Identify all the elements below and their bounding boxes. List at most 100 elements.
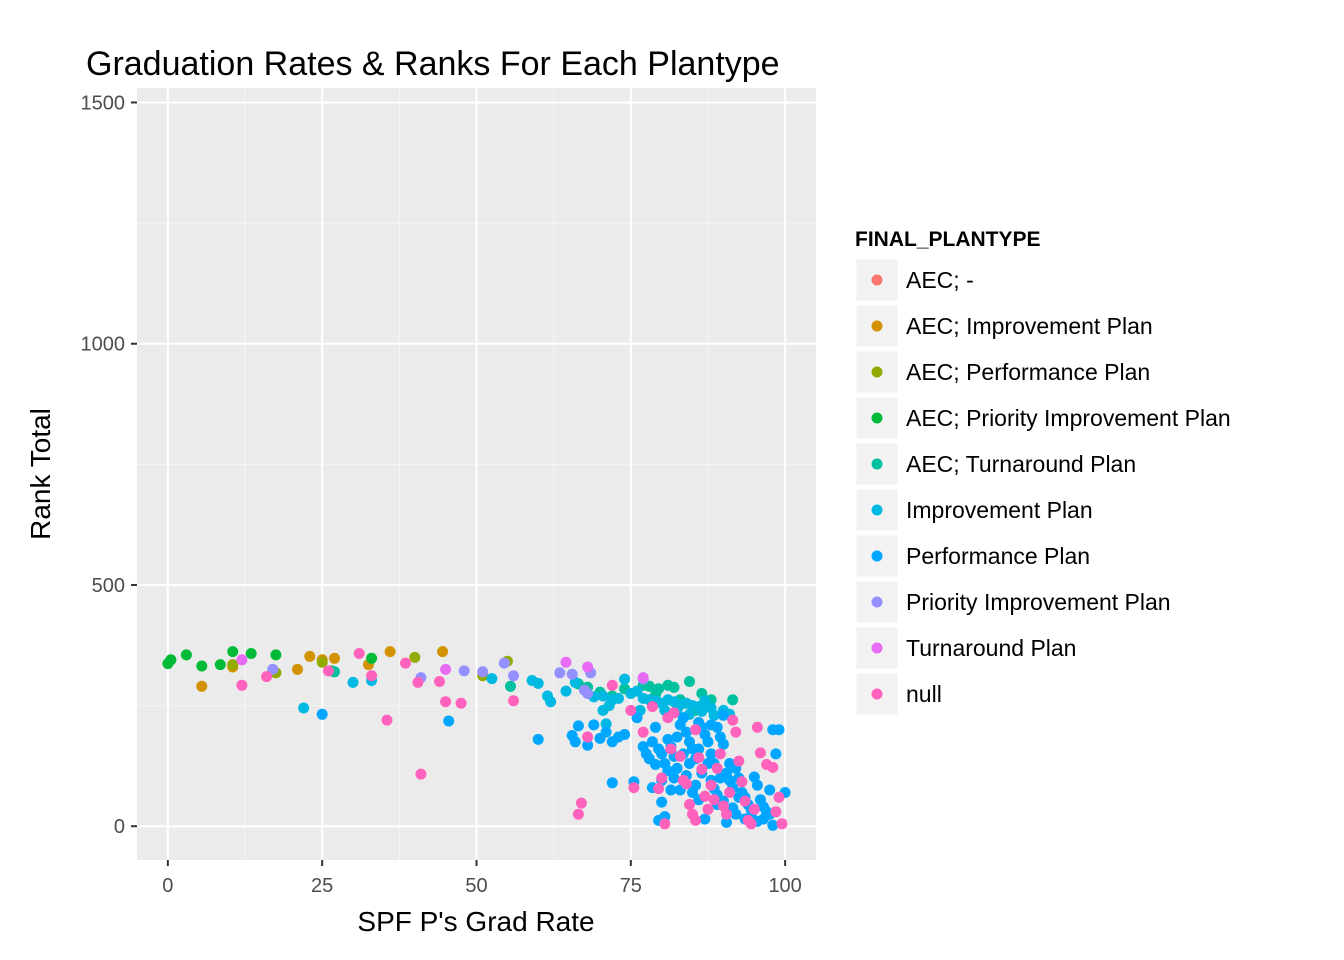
legend-label: Turnaround Plan	[906, 635, 1076, 661]
data-point	[236, 654, 248, 666]
data-point	[662, 765, 674, 777]
data-point	[656, 748, 668, 760]
legend-item: Improvement Plan	[855, 488, 1093, 532]
data-point	[699, 695, 711, 707]
data-point	[316, 708, 328, 720]
data-point	[572, 720, 584, 732]
data-point	[366, 652, 378, 664]
legend-title: FINAL_PLANTYPE	[855, 228, 1041, 251]
data-point	[400, 657, 411, 669]
data-point	[690, 724, 702, 736]
data-point	[770, 748, 782, 760]
data-point	[745, 818, 757, 830]
data-point	[646, 701, 658, 713]
y-tick-label: 500	[92, 575, 125, 597]
data-point	[409, 651, 421, 663]
data-point	[665, 743, 677, 755]
data-point	[298, 702, 310, 714]
legend: FINAL_PLANTYPE AEC; - AEC; Improvement Pl…	[855, 228, 1231, 716]
data-point	[751, 779, 763, 791]
data-point	[684, 758, 695, 769]
x-axis: 0 25 50 75 100	[162, 860, 802, 897]
data-point	[724, 787, 736, 798]
legend-label: AEC; Turnaround Plan	[906, 451, 1136, 477]
data-point	[597, 690, 609, 702]
y-axis: 0 500 1000 1500	[81, 92, 137, 838]
legend-item: Turnaround Plan	[855, 626, 1076, 670]
legend-item: AEC; Performance Plan	[855, 350, 1150, 394]
legend-label: Priority Improvement Plan	[906, 589, 1171, 615]
data-point	[572, 808, 584, 820]
data-point	[569, 736, 581, 748]
data-point	[656, 796, 668, 808]
data-point	[671, 731, 683, 743]
data-point	[582, 661, 594, 673]
data-point	[653, 783, 665, 795]
data-point	[711, 762, 723, 774]
data-point	[628, 782, 640, 794]
data-point	[316, 656, 328, 668]
data-point	[353, 648, 365, 659]
data-point	[440, 696, 452, 708]
legend-label: Improvement Plan	[906, 497, 1093, 523]
data-point	[381, 714, 393, 726]
data-point	[668, 681, 680, 693]
data-point	[597, 704, 609, 716]
legend-label: Performance Plan	[906, 543, 1090, 569]
data-point	[486, 673, 498, 685]
data-point	[687, 787, 698, 798]
data-point	[677, 712, 689, 724]
data-point	[693, 752, 705, 764]
data-point	[714, 748, 726, 760]
data-point	[384, 646, 396, 658]
data-point	[261, 671, 273, 683]
data-point	[721, 808, 732, 820]
data-point	[437, 646, 449, 658]
data-point	[619, 673, 631, 685]
x-tick-label: 0	[162, 875, 173, 897]
data-point	[693, 743, 705, 755]
data-point	[566, 668, 578, 680]
legend-swatch	[871, 688, 883, 700]
legend-item: AEC; Priority Improvement Plan	[855, 396, 1231, 440]
data-point	[699, 790, 711, 802]
data-point	[699, 813, 711, 825]
x-tick-label: 75	[620, 875, 642, 897]
data-point	[532, 733, 544, 745]
data-point	[582, 739, 594, 751]
data-point	[477, 666, 489, 678]
data-point	[455, 697, 467, 709]
data-point	[770, 806, 782, 818]
x-tick-label: 25	[311, 875, 333, 897]
data-point	[180, 649, 192, 661]
data-point	[236, 679, 248, 691]
data-point	[619, 729, 631, 740]
data-point	[575, 797, 587, 809]
data-point	[613, 692, 624, 704]
legend-label: AEC; Improvement Plan	[906, 313, 1153, 339]
legend-item: Priority Improvement Plan	[855, 580, 1171, 624]
data-point	[434, 676, 445, 687]
data-point	[631, 685, 643, 697]
data-point	[245, 648, 257, 659]
data-point	[767, 761, 779, 773]
legend-label: AEC; -	[906, 267, 974, 293]
data-point	[582, 688, 594, 699]
legend-item: AEC; Improvement Plan	[855, 304, 1153, 348]
legend-item: Performance Plan	[855, 534, 1090, 578]
data-point	[733, 755, 745, 767]
data-point	[717, 738, 729, 750]
data-point	[680, 778, 692, 790]
legend-swatch	[871, 642, 883, 654]
data-point	[505, 680, 516, 692]
data-point	[727, 694, 739, 706]
legend-swatch	[871, 366, 883, 378]
data-point	[165, 654, 177, 666]
data-point	[443, 715, 455, 727]
data-point	[292, 663, 303, 675]
data-points	[162, 646, 791, 831]
data-point	[702, 803, 714, 815]
data-point	[637, 726, 649, 738]
data-point	[705, 779, 717, 791]
data-point	[646, 736, 658, 748]
